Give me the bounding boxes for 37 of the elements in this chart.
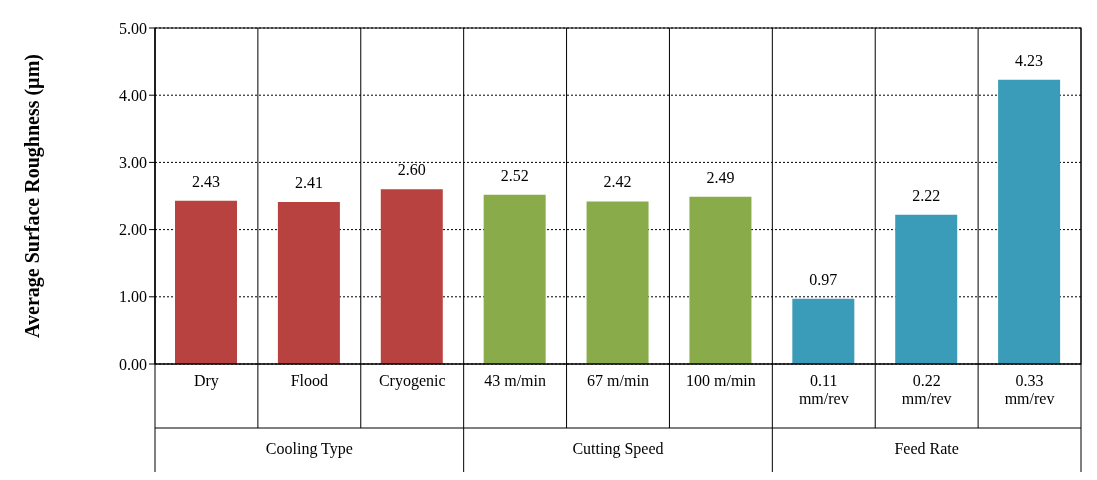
data-label: 2.42 [603, 173, 632, 191]
data-label: 2.22 [912, 186, 941, 204]
y-tick-label: 3.00 [119, 154, 147, 172]
x-tick-label: 100 m/min [686, 372, 756, 389]
x-tick-label: 0.11 mm/rev [798, 372, 849, 407]
x-tick-label: 0.22 mm/rev [901, 372, 952, 407]
bar [792, 298, 855, 364]
bar [483, 194, 546, 364]
data-label: 2.52 [500, 166, 529, 184]
bar [380, 189, 443, 364]
y-tick-label: 1.00 [119, 288, 147, 306]
bar [175, 200, 237, 364]
y-tick-label: 4.00 [119, 86, 147, 104]
x-tick-label: 0.33 mm/rev [1004, 372, 1055, 407]
data-label: 2.41 [294, 174, 323, 192]
y-tick-label: 5.00 [119, 19, 147, 37]
bar [689, 196, 752, 364]
y-tick-label: 0.00 [119, 355, 147, 373]
x-tick-label: 67 m/min [587, 372, 649, 389]
text: Cooling Type [265, 440, 353, 458]
x-tick-label: Flood [290, 372, 329, 389]
x-tick-label: 43 m/min [484, 372, 546, 389]
x-tick-label: Cryogenic [378, 372, 446, 390]
data-label: 2.43 [192, 172, 220, 190]
bar [895, 214, 958, 364]
bar [586, 201, 649, 364]
y-tick-label: 2.00 [119, 221, 147, 239]
text: Cutting Speed [572, 440, 664, 458]
data-label: 2.60 [397, 161, 426, 179]
bar [277, 202, 340, 364]
y-axis-title: Average Surface Roughness (µm) [21, 54, 45, 338]
text: Feed Rate [894, 440, 959, 457]
bar [998, 79, 1061, 364]
x-tick-label: Dry [194, 372, 219, 390]
data-label: 4.23 [1015, 51, 1044, 69]
data-label: 2.49 [706, 168, 735, 186]
data-label: 0.97 [809, 270, 838, 288]
